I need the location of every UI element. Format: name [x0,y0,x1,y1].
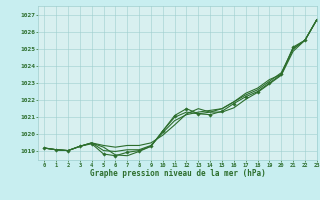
X-axis label: Graphe pression niveau de la mer (hPa): Graphe pression niveau de la mer (hPa) [90,169,266,178]
